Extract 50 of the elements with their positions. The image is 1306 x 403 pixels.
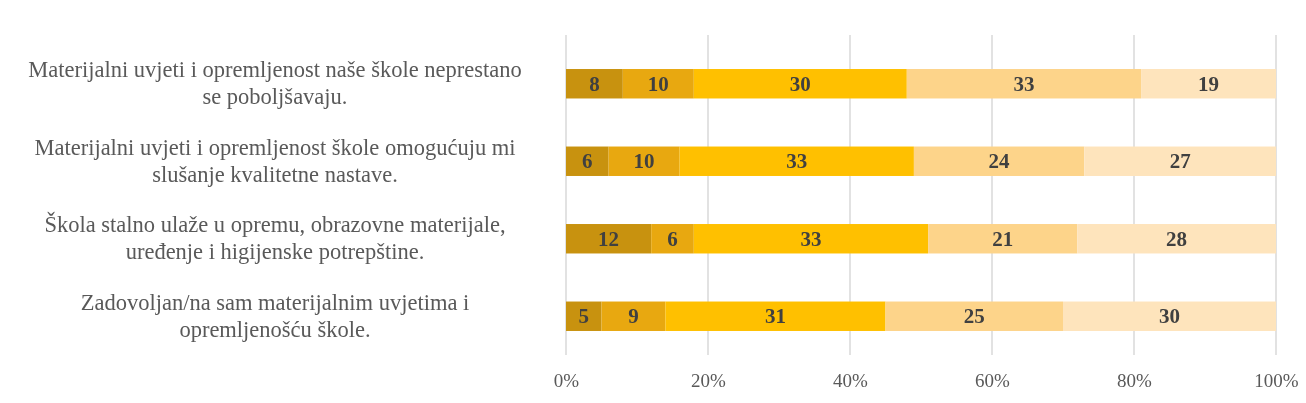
data-label: 30 bbox=[789, 71, 811, 96]
bar bbox=[622, 69, 694, 99]
data-label: 10 bbox=[633, 149, 655, 174]
bar bbox=[608, 146, 680, 176]
data-label: 5 bbox=[578, 304, 589, 329]
x-tick-label: 100% bbox=[1254, 370, 1299, 392]
y-tick-label: Škola stalno ulaže u opremu, obrazovne materijale, uređenje i higijenske potrepštine. bbox=[44, 211, 506, 265]
data-label: 19 bbox=[1198, 71, 1220, 96]
bar bbox=[885, 301, 1063, 331]
data-label: 21 bbox=[992, 226, 1014, 251]
data-label: 10 bbox=[647, 71, 669, 96]
x-tick-label: 20% bbox=[691, 370, 727, 392]
x-tick-label: 40% bbox=[833, 370, 869, 392]
data-label: 33 bbox=[800, 226, 822, 251]
data-label: 6 bbox=[582, 149, 593, 174]
bar bbox=[1077, 224, 1276, 254]
bar bbox=[928, 224, 1078, 254]
y-tick-label: Materijalni uvjeti i opremljenost naše škole neprestano se poboljšavaju. bbox=[28, 57, 522, 110]
bar bbox=[566, 224, 652, 254]
data-label: 33 bbox=[1013, 71, 1035, 96]
bar bbox=[679, 146, 914, 176]
data-label: 12 bbox=[598, 226, 620, 251]
bar bbox=[913, 146, 1085, 176]
bar bbox=[665, 301, 886, 331]
data-label: 33 bbox=[786, 149, 808, 174]
x-tick-label: 0% bbox=[553, 370, 580, 392]
y-tick-label: Zadovoljan/na sam materijalnim uvjetima i opremljenošću škole. bbox=[80, 289, 470, 342]
x-tick-label: 80% bbox=[1117, 370, 1153, 392]
bar bbox=[693, 224, 929, 254]
data-label: 30 bbox=[1159, 304, 1180, 329]
bar bbox=[1063, 301, 1276, 331]
data-label: 31 bbox=[764, 304, 786, 329]
data-label: 27 bbox=[1169, 149, 1191, 174]
y-tick-label: Materijalni uvjeti i opremljenost škole omogućuju mi slušanje kvalitetne nastave. bbox=[34, 134, 516, 187]
data-label: 9 bbox=[628, 304, 639, 329]
bar bbox=[566, 146, 609, 176]
bar bbox=[693, 69, 907, 99]
data-label: 6 bbox=[667, 226, 678, 251]
bar bbox=[1141, 69, 1276, 99]
data-label: 8 bbox=[589, 71, 600, 96]
data-label: 28 bbox=[1166, 226, 1188, 251]
x-tick-label: 60% bbox=[975, 370, 1011, 392]
bar bbox=[906, 69, 1142, 99]
bar bbox=[566, 301, 602, 331]
bar bbox=[601, 301, 666, 331]
bar bbox=[651, 224, 694, 254]
data-label: 25 bbox=[963, 304, 985, 329]
data-label: 24 bbox=[988, 149, 1011, 174]
bar bbox=[566, 69, 623, 99]
bar bbox=[1084, 146, 1276, 176]
